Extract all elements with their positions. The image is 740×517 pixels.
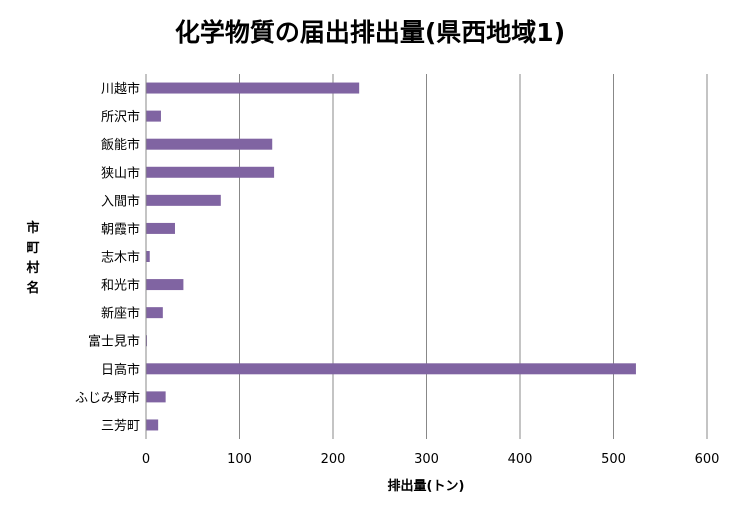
x-tick-labels: 0 100 200 300 400 500 600: [142, 452, 720, 467]
bar: [146, 222, 175, 234]
category-label: 和光市: [101, 278, 140, 294]
category-label: ふじみ野市: [75, 390, 140, 406]
bar: [146, 391, 166, 403]
category-label: 飯能市: [101, 137, 140, 153]
chart-title: 化学物質の届出排出量(県西地域1): [175, 18, 565, 47]
category-label: 川越市: [101, 81, 140, 97]
category-label: 狭山市: [101, 165, 140, 181]
category-label: 所沢市: [101, 109, 140, 125]
gridlines: [239, 74, 708, 439]
x-tick-label: 200: [321, 452, 346, 467]
category-label: 三芳町: [101, 419, 140, 434]
category-label: 入間市: [101, 193, 140, 209]
category-label: 志木市: [101, 250, 140, 266]
bar: [146, 307, 163, 319]
x-tick-label: 0: [142, 452, 150, 467]
bar: [146, 110, 161, 122]
bar: [146, 363, 636, 375]
x-tick-label: 100: [227, 452, 252, 467]
x-tick-label: 600: [695, 452, 720, 467]
x-tick-label: 500: [601, 452, 626, 467]
bar: [146, 279, 184, 291]
bar: [146, 82, 360, 94]
bar: [146, 419, 159, 431]
bar: [146, 194, 221, 206]
category-label: 朝霞市: [101, 221, 140, 237]
bars: [146, 82, 636, 431]
x-axis-label: 排出量(トン): [388, 478, 465, 494]
x-tick-label: 400: [508, 452, 533, 467]
x-tick-label: 300: [414, 452, 439, 467]
category-label: 富士見市: [88, 334, 140, 350]
bar: [146, 166, 275, 178]
bar: [146, 251, 150, 262]
category-label: 新座市: [101, 306, 140, 322]
bar: [146, 138, 273, 150]
category-labels: 川越市所沢市飯能市狭山市入間市朝霞市志木市和光市新座市富士見市日高市ふじみ野市三…: [75, 81, 140, 434]
y-axis-label: 市町村名: [26, 220, 39, 296]
category-label: 日高市: [101, 362, 140, 378]
